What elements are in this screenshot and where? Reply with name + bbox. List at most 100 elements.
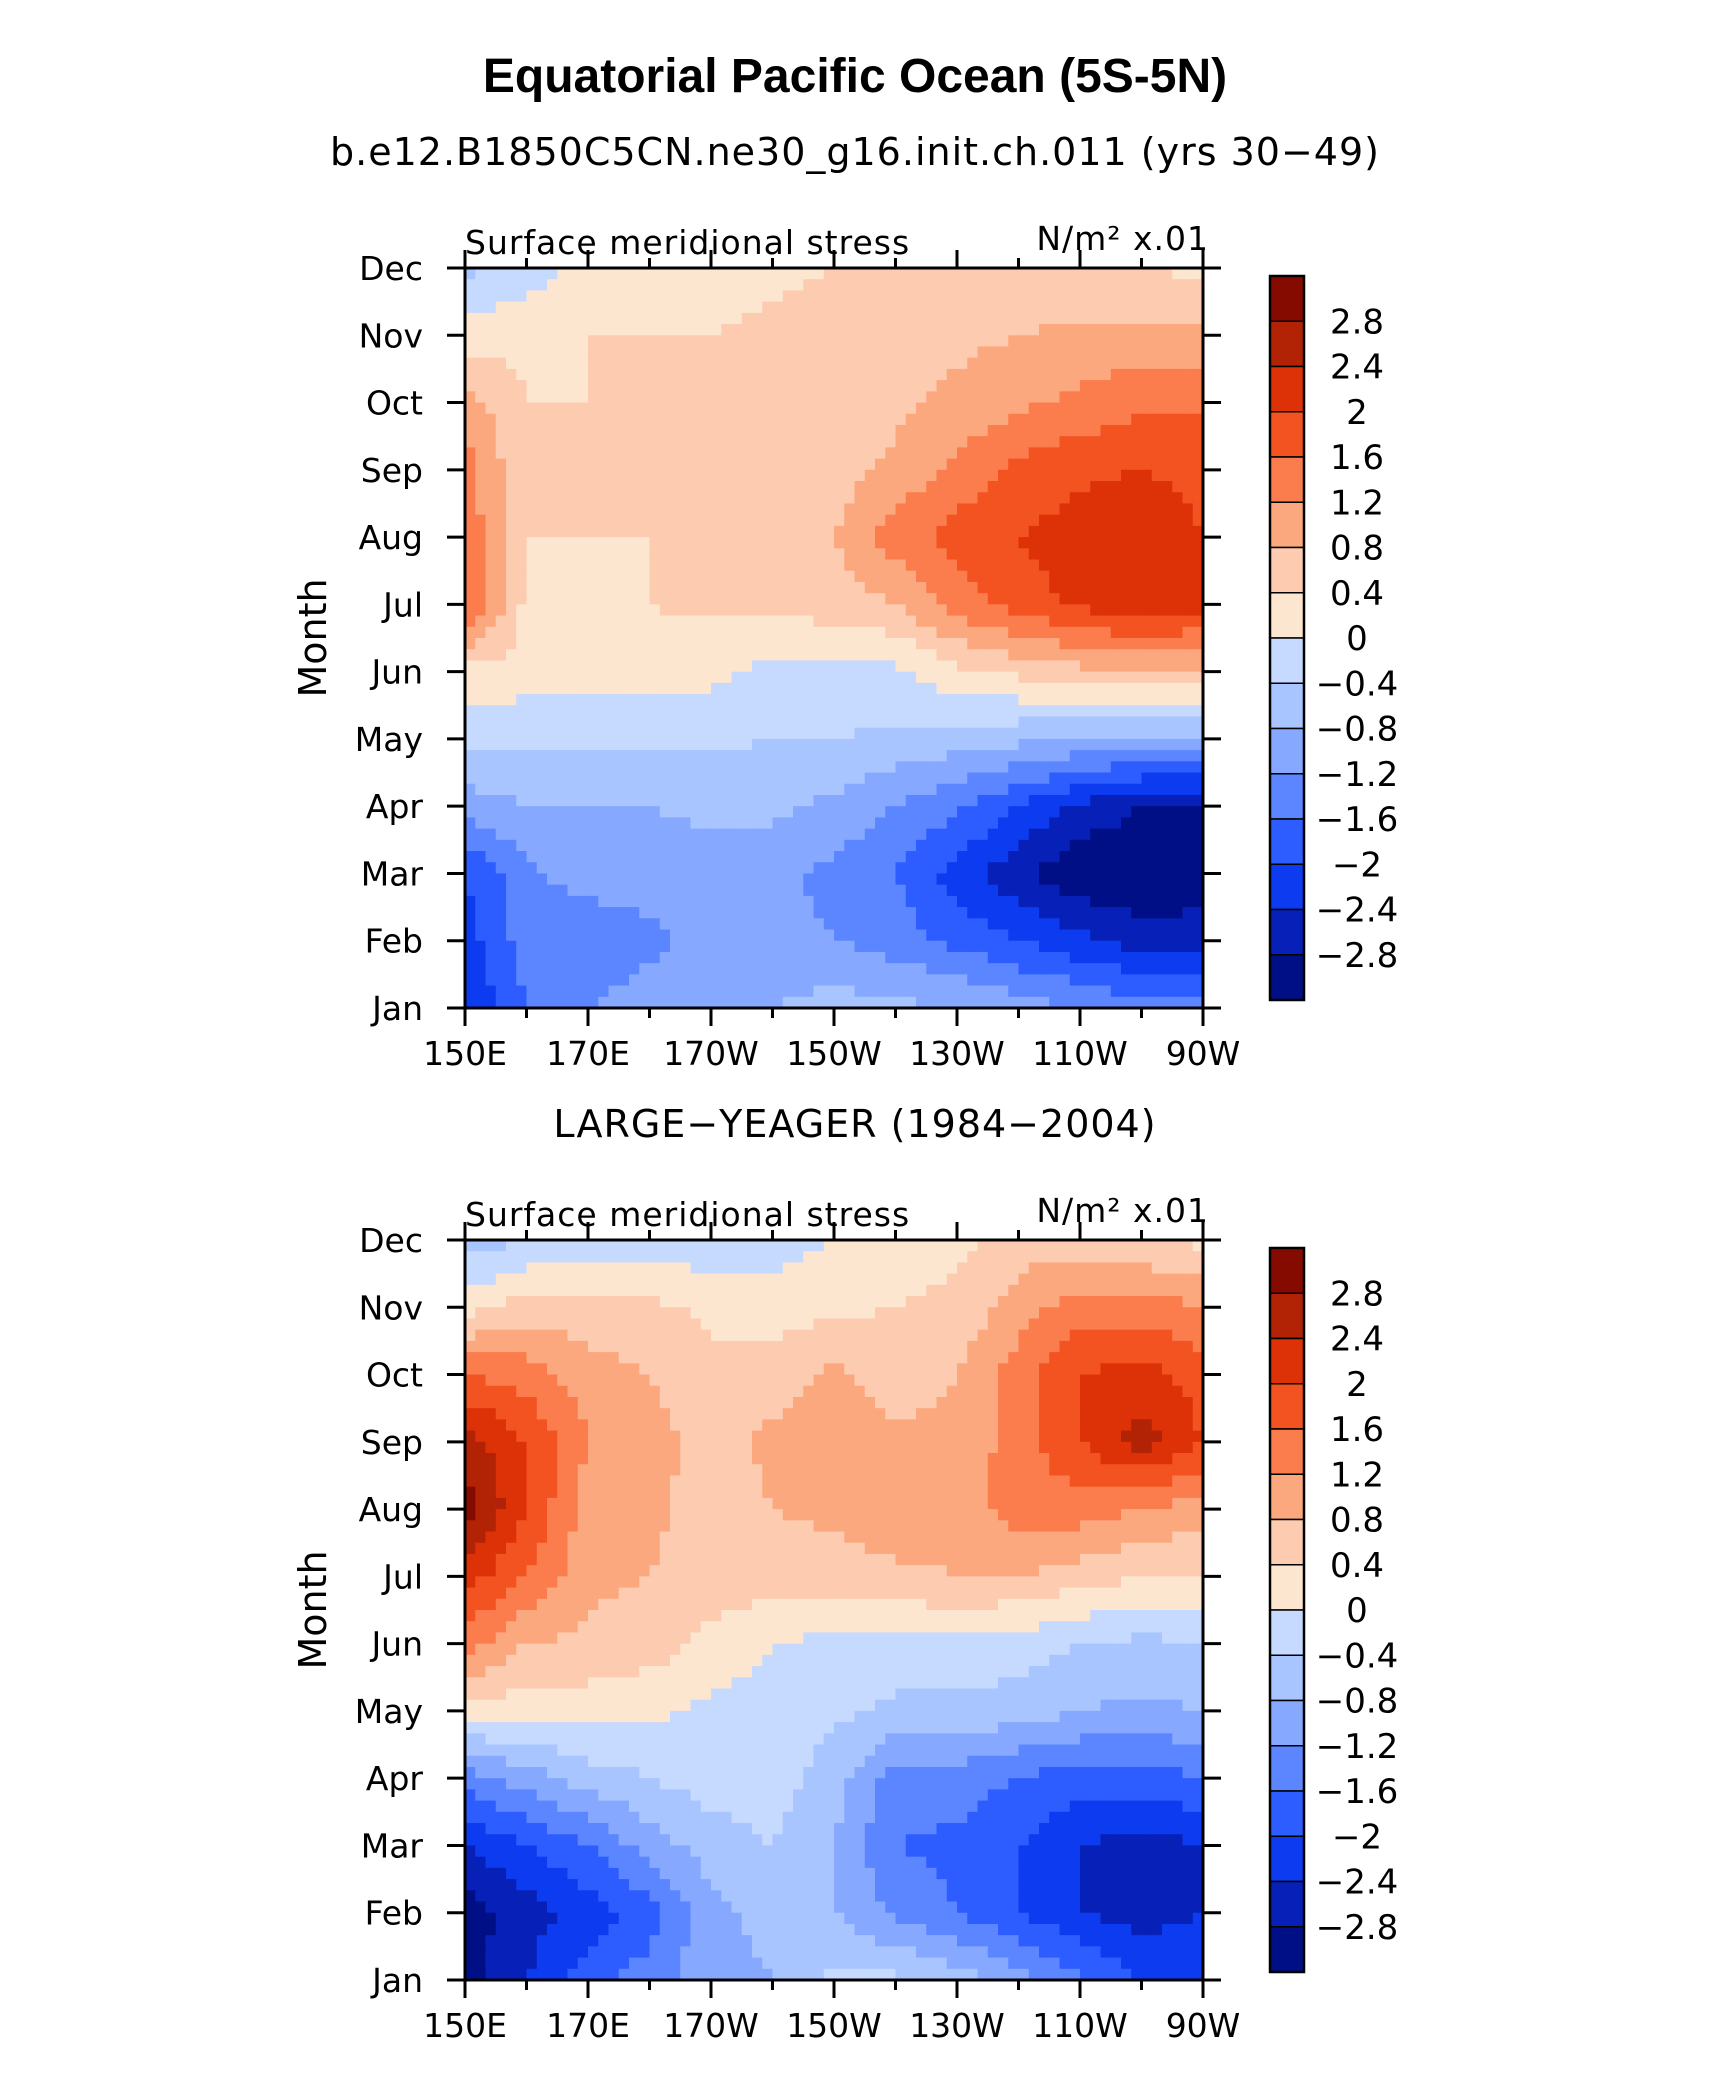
heatmap-cell: [577, 873, 589, 886]
heatmap-cell: [1008, 447, 1020, 460]
heatmap-cell: [967, 346, 979, 359]
heatmap-cell: [1151, 750, 1163, 762]
heatmap-cell: [475, 705, 487, 718]
heatmap-cell: [1100, 884, 1112, 897]
heatmap-cell: [547, 940, 558, 953]
heatmap-cell: [1172, 604, 1184, 617]
heatmap-cell: [629, 951, 640, 964]
heatmap-cell: [895, 581, 907, 594]
heatmap-cell: [1162, 951, 1173, 964]
heatmap-cell: [813, 671, 825, 684]
heatmap-cell: [1080, 907, 1091, 919]
heatmap-cell: [1069, 985, 1081, 998]
heatmap-cell: [762, 873, 774, 886]
heatmap-cell: [506, 335, 517, 348]
heatmap-cell: [905, 940, 917, 953]
heatmap-cell: [895, 626, 907, 639]
heatmap-cell: [670, 794, 681, 807]
heatmap-cell: [1192, 738, 1204, 751]
heatmap-cell: [1141, 469, 1153, 482]
heatmap-cell: [813, 402, 825, 415]
heatmap-cell: [506, 660, 517, 673]
heatmap-cell: [516, 828, 528, 841]
heatmap-cell: [1069, 738, 1081, 751]
heatmap-cell: [813, 817, 825, 830]
heatmap-cell: [977, 279, 989, 292]
heatmap-cell: [987, 335, 999, 348]
heatmap-cell: [731, 514, 743, 527]
heatmap-cell: [1090, 469, 1102, 482]
heatmap-cell: [772, 761, 784, 774]
heatmap-cell: [649, 604, 661, 617]
heatmap-cell: [1110, 436, 1122, 448]
heatmap-cell: [680, 750, 692, 762]
heatmap-cell: [844, 750, 856, 762]
heatmap-cell: [823, 895, 835, 908]
heatmap-cell: [793, 649, 804, 662]
heatmap-cell: [598, 570, 610, 583]
heatmap-cell: [711, 436, 722, 448]
heatmap-cell: [1162, 593, 1173, 605]
heatmap-cell: [752, 469, 763, 482]
heatmap-cell: [895, 436, 907, 448]
heatmap-cell: [1049, 694, 1061, 706]
heatmap-cell: [762, 290, 774, 303]
heatmap-cell: [793, 268, 804, 280]
heatmap-cell: [1049, 581, 1061, 594]
heatmap-cell: [1172, 649, 1184, 662]
heatmap-cell: [926, 436, 938, 448]
heatmap-cell: [905, 671, 917, 684]
heatmap-cell: [823, 1240, 835, 1252]
heatmap-cell: [864, 357, 876, 370]
heatmap-cell: [752, 895, 763, 908]
heatmap-cell: [588, 817, 599, 830]
heatmap-cell: [536, 458, 548, 471]
heatmap-cell: [711, 884, 722, 897]
heatmap-cell: [588, 525, 599, 538]
heatmap-cell: [557, 357, 569, 370]
heatmap-cell: [1192, 951, 1204, 964]
heatmap-cell: [1049, 963, 1061, 975]
heatmap-cell: [598, 828, 610, 841]
heatmap-cell: [608, 492, 620, 505]
heatmap-cell: [1172, 368, 1184, 381]
heatmap-cell: [946, 940, 958, 953]
heatmap-cell: [1008, 862, 1020, 875]
heatmap-cell: [1069, 705, 1081, 718]
heatmap-cell: [588, 324, 599, 336]
heatmap-cell: [926, 492, 938, 505]
heatmap-cell: [987, 301, 999, 314]
heatmap-cell: [547, 436, 558, 448]
heatmap-cell: [762, 783, 774, 796]
heatmap-cell: [957, 895, 968, 908]
heatmap-cell: [670, 682, 681, 695]
heatmap-cell: [670, 738, 681, 751]
heatmap-cell: [895, 895, 907, 908]
heatmap-cell: [905, 694, 917, 706]
heatmap-cell: [475, 660, 487, 673]
heatmap-cell: [1039, 1240, 1050, 1252]
heatmap-cell: [567, 794, 579, 807]
heatmap-cell: [823, 918, 835, 931]
heatmap-cell: [741, 918, 753, 931]
heatmap-cell: [475, 884, 487, 897]
heatmap-cell: [1162, 694, 1173, 706]
heatmap-cell: [700, 851, 712, 863]
heatmap-cell: [834, 514, 845, 527]
heatmap-cell: [916, 436, 927, 448]
heatmap-cell: [547, 671, 558, 684]
heatmap-cell: [629, 660, 640, 673]
heatmap-cell: [577, 424, 589, 437]
heatmap-cell: [1080, 638, 1091, 650]
heatmap-cell: [649, 335, 661, 348]
heatmap-cell: [629, 996, 640, 1009]
heatmap-cell: [1100, 649, 1112, 662]
heatmap-cell: [465, 436, 476, 448]
heatmap-cell: [782, 413, 794, 426]
heatmap-cell: [905, 581, 917, 594]
heatmap-cell: [1121, 716, 1132, 729]
heatmap-cell: [1110, 929, 1122, 942]
heatmap-cell: [598, 907, 610, 919]
heatmap-cell: [557, 268, 569, 280]
heatmap-cell: [977, 514, 989, 527]
